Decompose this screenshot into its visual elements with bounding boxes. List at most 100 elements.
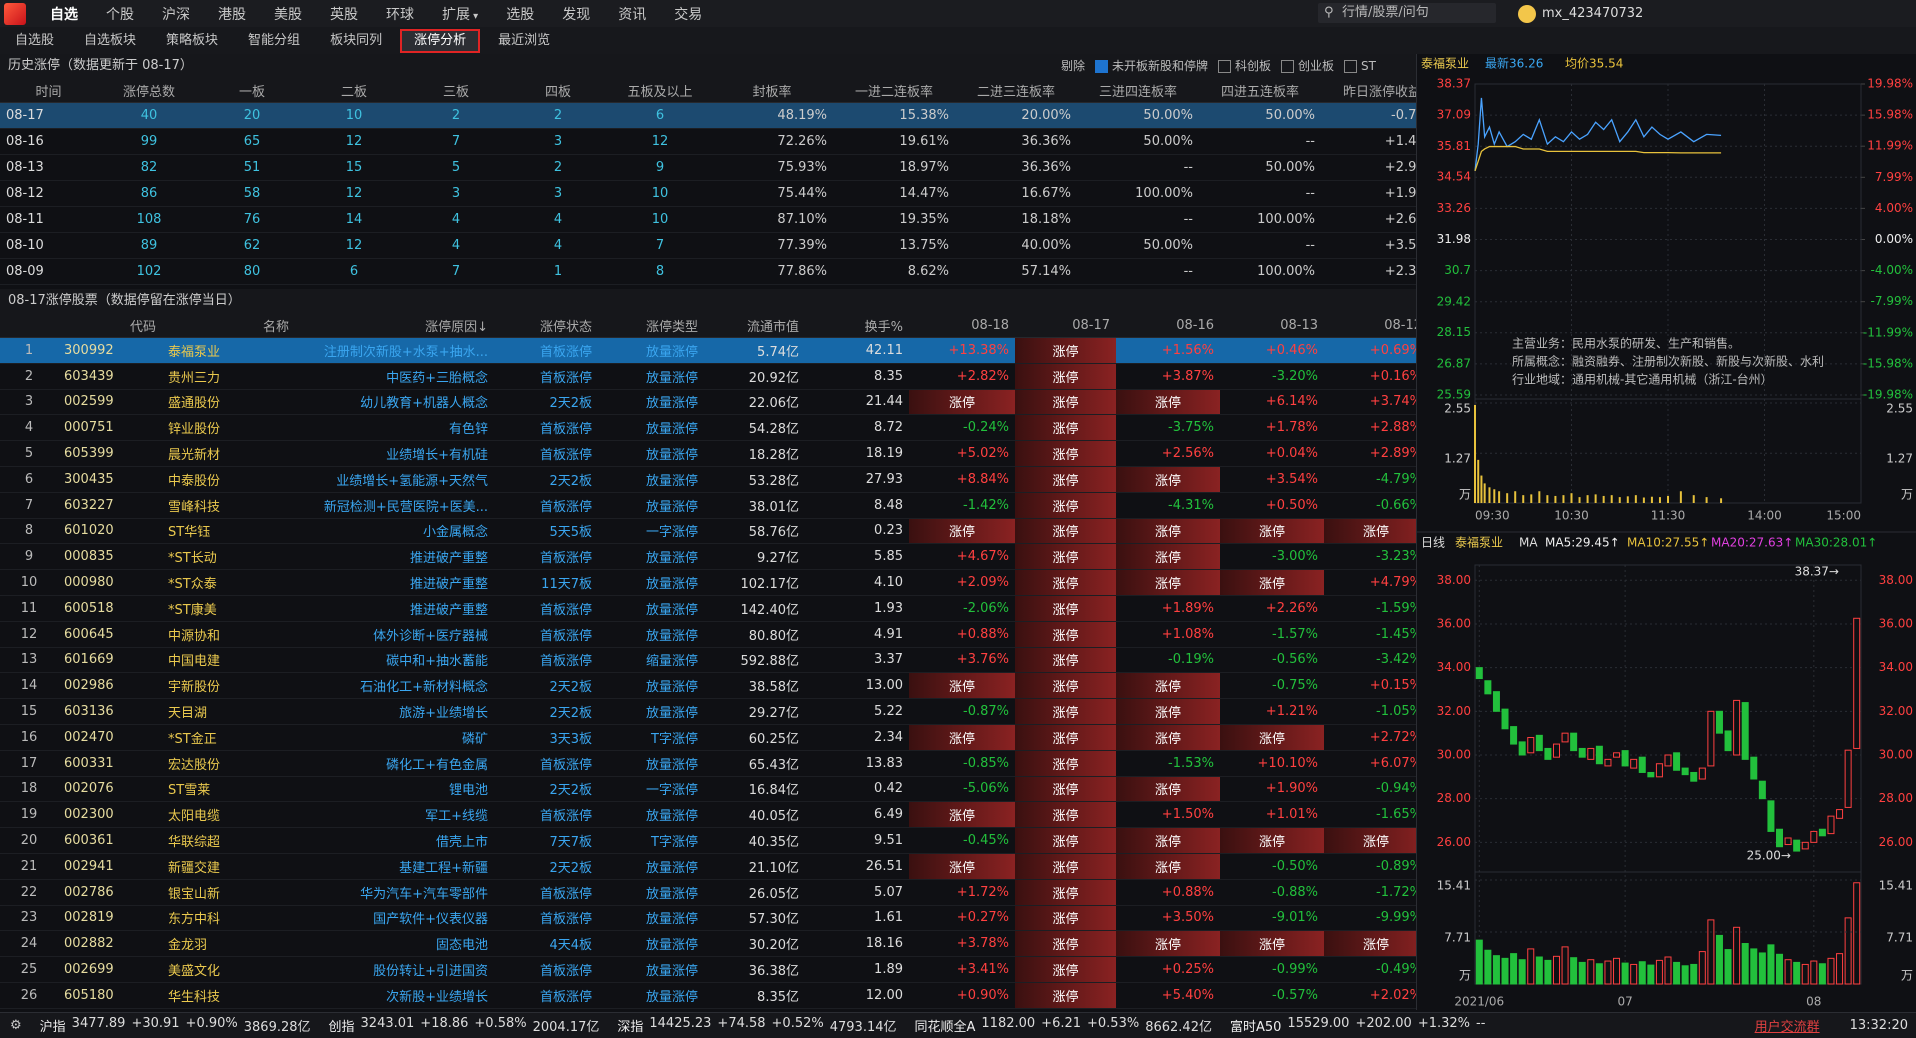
filter[interactable]: 科创板	[1218, 54, 1271, 78]
stock-cell: -1.05%	[1324, 698, 1416, 725]
menu-item[interactable]: 沪深	[162, 6, 190, 23]
stock-row[interactable]: 23 002819 东方中科 国产软件+仪表仪器 首板涨停 放量涨停 57.30亿 1.61 +…	[0, 905, 1416, 932]
settings-icon[interactable]: ⚙	[10, 1018, 22, 1033]
menu-item[interactable]: 扩展	[428, 4, 492, 24]
checkbox[interactable]	[1344, 59, 1358, 73]
candle-body	[1827, 815, 1835, 835]
tab[interactable]: 智能分组	[248, 32, 301, 48]
index-quote[interactable]: 同花顺全A 1182.00 +6.21 +0.53% 8662.42亿	[915, 1016, 1212, 1035]
stock-row[interactable]: 1 300992 泰福泵业 注册制次新股+水泵+抽水... 首板涨停 放量涨停 5.74亿 4…	[0, 337, 1416, 364]
index-quote[interactable]: 沪指 3477.89 +30.91 +0.90% 3869.28亿	[40, 1016, 311, 1035]
column-header[interactable]	[0, 313, 58, 338]
menu-item[interactable]: 资讯	[618, 6, 647, 23]
volume-bar	[1602, 495, 1605, 503]
volume-bar	[1673, 961, 1681, 985]
column-header[interactable]: 涨停状态	[494, 313, 598, 338]
tab[interactable]: 板块同列	[330, 32, 383, 48]
stock-row[interactable]: 14 002986 宇新股份 石油化工+新材料概念 2天2板 放量涨停 38.58亿 13.0…	[0, 672, 1416, 700]
history-row[interactable]: 08-17 40 20 10 2 2 6 48.19% 15.38% 20.00% 50.00% 50…	[0, 102, 1416, 129]
column-header[interactable]: 08-18	[909, 313, 1015, 338]
tab[interactable]: 自选板块	[84, 32, 137, 48]
community-link[interactable]: 用户交流群	[1754, 1020, 1820, 1035]
stock-row[interactable]: 25 002699 美盛文化 股份转让+引进国资 首板涨停 放量涨停 36.38亿 1.89 +…	[0, 956, 1416, 983]
menu-item[interactable]: 交易	[674, 6, 703, 23]
index-quote[interactable]: 创指 3243.01 +18.86 +0.58% 2004.17亿	[329, 1016, 600, 1035]
stock-row[interactable]: 22 002786 银宝山新 华为汽车+汽车零部件 首板涨停 放量涨停 26.05亿 5.07…	[0, 879, 1416, 906]
column-header[interactable]: 换手%	[805, 313, 909, 338]
menu-item[interactable]: 港股	[218, 6, 246, 23]
menu-item[interactable]: 选股	[506, 6, 535, 23]
filter[interactable]: ST	[1344, 54, 1376, 78]
tab[interactable]: 涨停分析	[400, 28, 481, 53]
stock-row[interactable]: 5 605399 晨光新材 业绩增长+有机硅 首板涨停 放量涨停 18.28亿 18.19 +5…	[0, 440, 1416, 467]
candle-body	[1630, 758, 1638, 769]
menu-item[interactable]: 个股	[106, 6, 134, 23]
tab[interactable]: 自选股	[15, 32, 55, 48]
stock-row[interactable]: 7 603227 雪峰科技 新冠检测+民营医院+医美... 首板涨停 放量涨停 38.01亿…	[0, 492, 1416, 519]
stock-cell: -0.75%	[1220, 672, 1324, 700]
column-header[interactable]: 08-17	[1015, 313, 1116, 338]
checkbox[interactable]	[1218, 59, 1232, 73]
checkbox[interactable]	[1281, 59, 1295, 73]
column-header[interactable]: 08-16	[1116, 313, 1220, 338]
stock-row[interactable]: 12 600645 中源协和 体外诊断+医疗器械 首板涨停 放量涨停 80.80亿 4.91 +…	[0, 621, 1416, 648]
stock-cell: 54.28亿	[704, 414, 805, 442]
stock-row[interactable]: 3 002599 盛通股份 幼儿教育+机器人概念 2天2板 放量涨停 22.06亿 21.44…	[0, 389, 1416, 416]
stock-row[interactable]: 19 002300 太阳电缆 军工+线缆 首板涨停 放量涨停 40.05亿 6.49 涨停 涨停 +…	[0, 801, 1416, 829]
history-row[interactable]: 08-13 82 51 15 5 2 9 75.93% 18.97% 36.36% -- 50.00%…	[0, 154, 1416, 181]
filter[interactable]: 未开板新股和停牌	[1095, 54, 1208, 78]
stock-row[interactable]: 20 600361 华联综超 借壳上市 7天7板 T字涨停 40.35亿 9.51 -0.45%…	[0, 827, 1416, 854]
stock-cell: 缩量涨停	[598, 647, 704, 674]
tab[interactable]: 策略板块	[166, 32, 219, 48]
y-tick-label: 29.42	[1437, 294, 1471, 308]
tab[interactable]: 最近浏览	[498, 32, 551, 48]
stock-row[interactable]: 9 000835 *ST长动 推进破产重整 首板涨停 放量涨停 9.27亿 5.85 +4.67…	[0, 543, 1416, 571]
history-row[interactable]: 08-12 86 58 12 3 3 10 75.44% 14.47% 16.67% 100.00%…	[0, 180, 1416, 207]
index-quote[interactable]: 深指 14425.23 +74.58 +0.52% 4793.14亿	[617, 1016, 896, 1035]
search-box[interactable]: 行情/股票/问句	[1318, 3, 1496, 23]
menu-item[interactable]: 自选	[50, 6, 78, 23]
stock-cell: 首板涨停	[494, 647, 598, 674]
filter-label: 未开板新股和停牌	[1112, 59, 1209, 73]
menu-item[interactable]: 环球	[386, 6, 414, 23]
column-header[interactable]: 涨停原因↓	[295, 313, 494, 338]
menu-item[interactable]: 英股	[330, 6, 358, 23]
history-cell: 2	[507, 102, 609, 129]
history-row[interactable]: 08-10 89 62 12 4 4 7 77.39% 13.75% 40.00% 50.00% --…	[0, 232, 1416, 259]
history-row[interactable]: 08-11 108 76 14 4 4 10 87.10% 19.35% 18.18% -- 100.…	[0, 206, 1416, 233]
stock-row[interactable]: 10 000980 *ST众泰 推进破产重整 11天7板 放量涨停 102.17亿 4.10 +…	[0, 569, 1416, 596]
candle-body	[1664, 754, 1672, 767]
menu-item[interactable]: 发现	[562, 6, 591, 23]
checkbox[interactable]	[1095, 59, 1108, 73]
menu-item[interactable]: 美股	[274, 6, 302, 23]
column-header[interactable]: 08-13	[1220, 313, 1324, 338]
column-header[interactable]: 名称	[162, 313, 295, 338]
column-header[interactable]: 08-12	[1324, 313, 1416, 338]
index-quote[interactable]: 富时A50 15529.00 +202.00 +1.32% --	[1230, 1016, 1485, 1035]
stock-row[interactable]: 11 600518 *ST康美 推进破产重整 首板涨停 放量涨停 142.40亿 1.93 -2…	[0, 595, 1416, 622]
column-header: 二进三连板率	[955, 78, 1077, 103]
volume-tick-label: 7.71	[1444, 930, 1471, 944]
stock-row[interactable]: 21 002941 新疆交建 基建工程+新疆 2天2板 放量涨停 21.10亿 26.51 涨停…	[0, 853, 1416, 880]
user-name[interactable]: mx_423470732	[1518, 0, 1643, 27]
history-row[interactable]: 08-16 99 65 12 7 3 12 72.26% 19.61% 36.36% 50.00% -…	[0, 128, 1416, 155]
column-header[interactable]: 流通市值	[704, 313, 805, 338]
stock-row[interactable]: 13 601669 中国电建 碳中和+抽水蓄能 首板涨停 缩量涨停 592.88亿 3.37 +…	[0, 647, 1416, 674]
stock-cell: 金龙羽	[162, 930, 295, 958]
stock-cell: -1.53%	[1116, 750, 1220, 777]
stock-row[interactable]: 24 002882 金龙羽 固态电池 4天4板 放量涨停 30.20亿 18.16 +3.78%…	[0, 930, 1416, 958]
column-header[interactable]: 涨停类型	[598, 313, 704, 338]
y2-tick-label: 15.98%	[1867, 108, 1913, 122]
stock-row[interactable]: 6 300435 中泰股份 业绩增长+氢能源+天然气 2天2板 放量涨停 53.28亿 27.…	[0, 466, 1416, 493]
stock-row[interactable]: 16 002470 *ST金正 磷矿 3天3板 T字涨停 60.25亿 2.34 涨停 涨停 涨停涨…	[0, 724, 1416, 751]
stock-row[interactable]: 8 601020 ST华钰 小金属概念 5天5板 一字涨停 58.76亿 0.23 涨停 涨停 涨停…	[0, 518, 1416, 545]
stock-row[interactable]: 15 603136 天目湖 旅游+业绩增长 2天2板 放量涨停 29.27亿 5.22 -0.8…	[0, 698, 1416, 725]
stock-row[interactable]: 18 002076 ST雪莱 锂电池 2天2板 一字涨停 16.84亿 0.42 -5.06% 涨…	[0, 776, 1416, 803]
stock-row[interactable]: 17 600331 宏达股份 磷化工+有色金属 首板涨停 放量涨停 65.43亿 13.83-…	[0, 750, 1416, 777]
stock-row[interactable]: 26 605180 华生科技 次新股+业绩增长 首板涨停 放量涨停 8.35亿 12.00 +0…	[0, 982, 1416, 1009]
filter[interactable]: 创业板	[1281, 54, 1334, 78]
stock-row[interactable]: 4 000751 锌业股份 有色锌 首板涨停 放量涨停 54.28亿 8.72 -0.24% 涨停…	[0, 414, 1416, 442]
stock-row[interactable]: 2 603439 贵州三力 中医药+三胎概念 首板涨停 放量涨停 20.92亿 8.35 +2.…	[0, 363, 1416, 390]
history-row[interactable]: 08-09 102 80 6 7 1 8 77.86% 8.62% 57.14% -- 100.00%…	[0, 258, 1416, 285]
column-header[interactable]: 代码	[58, 313, 162, 338]
